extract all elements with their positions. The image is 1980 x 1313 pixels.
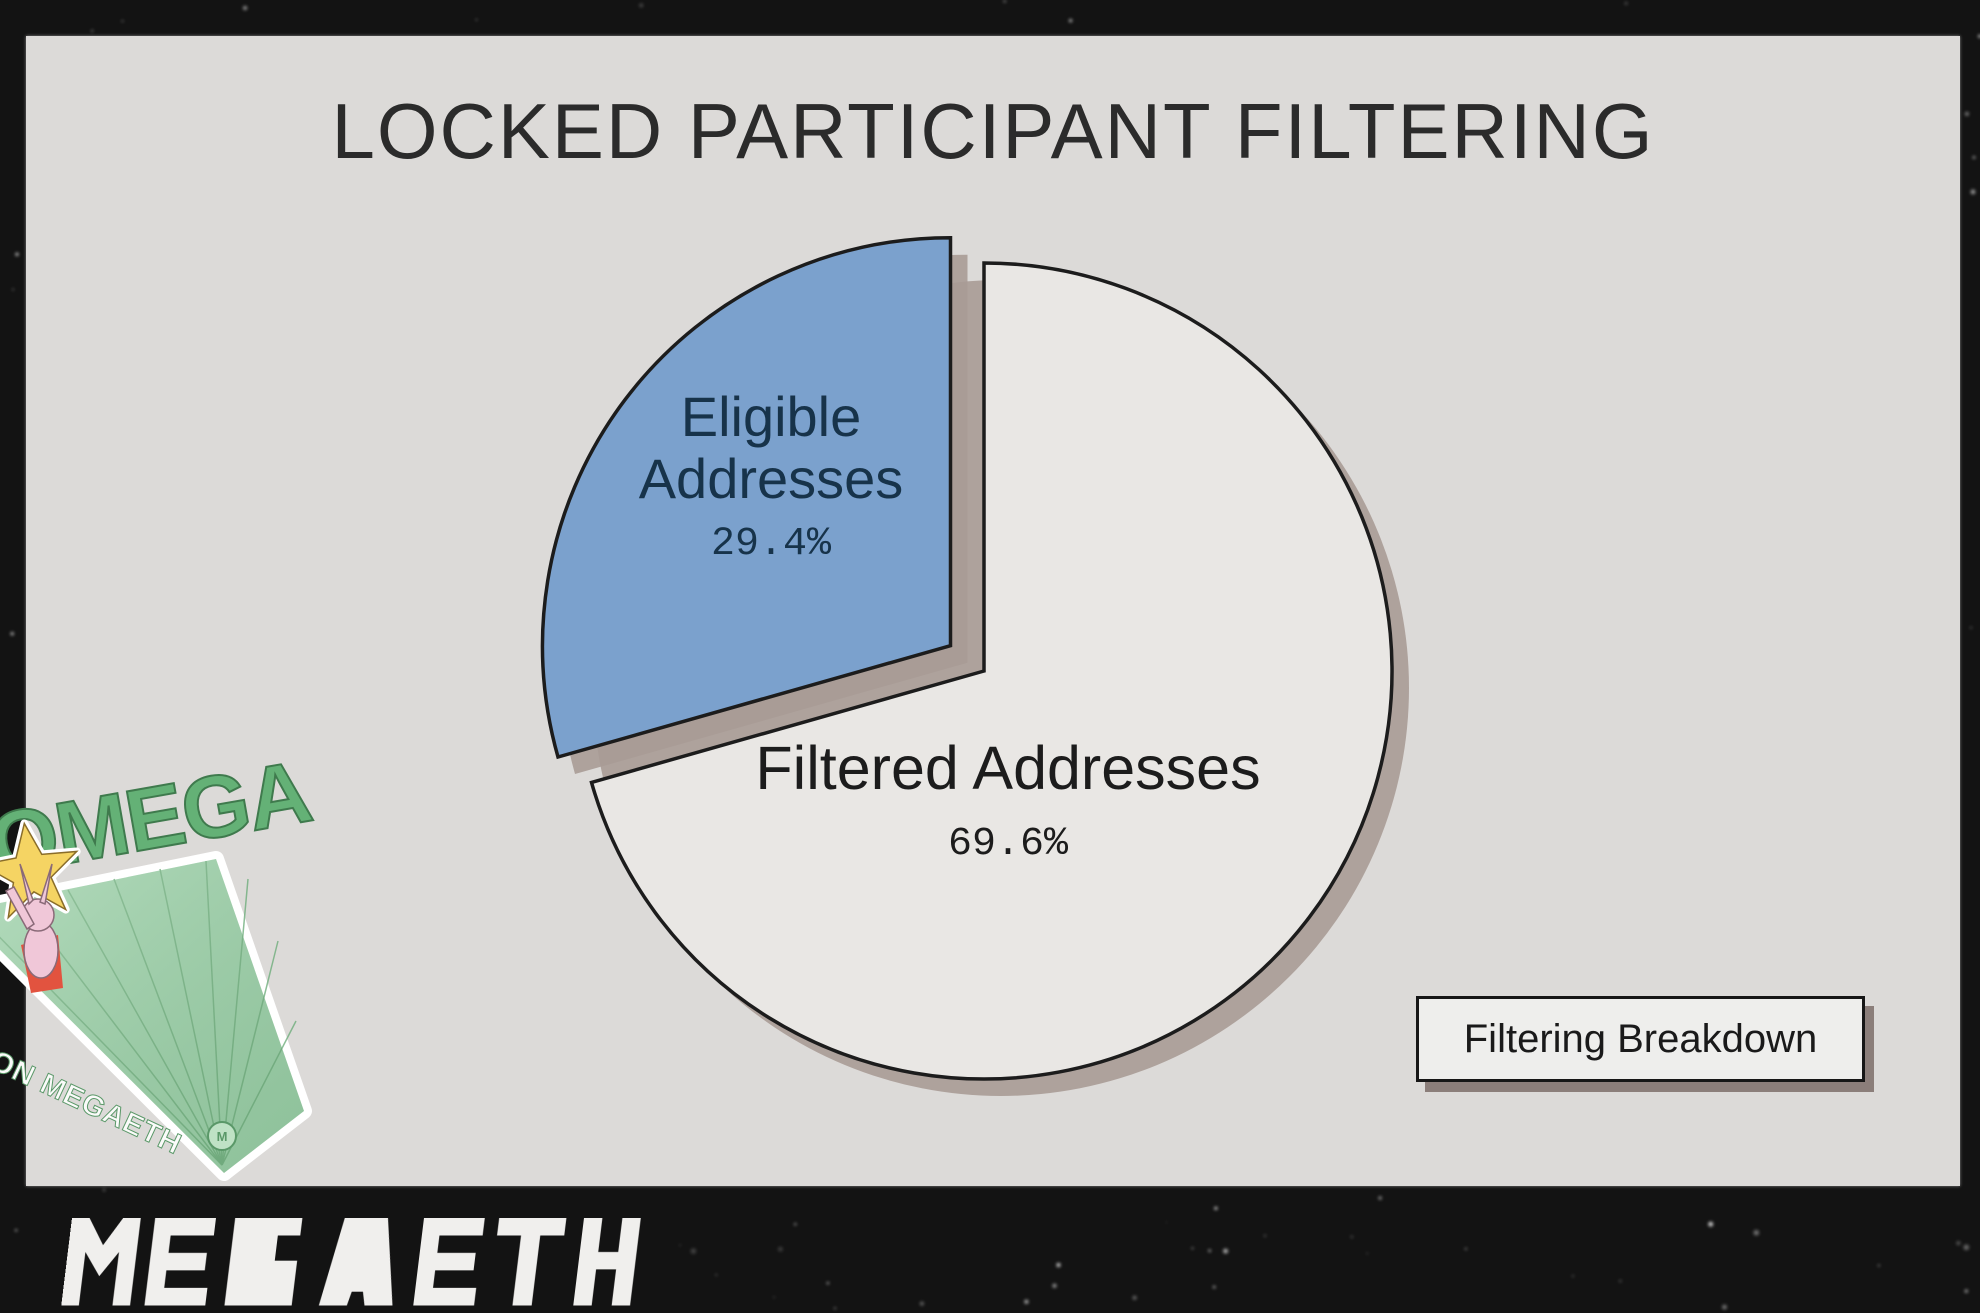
svg-text:Eligible: Eligible: [681, 385, 862, 448]
svg-text:M: M: [217, 1129, 228, 1144]
svg-text:69.6%: 69.6%: [948, 822, 1069, 867]
svg-text:29.4%: 29.4%: [711, 522, 832, 567]
svg-text:Filtered Addresses: Filtered Addresses: [755, 734, 1260, 802]
svg-text:Addresses: Addresses: [639, 447, 904, 510]
